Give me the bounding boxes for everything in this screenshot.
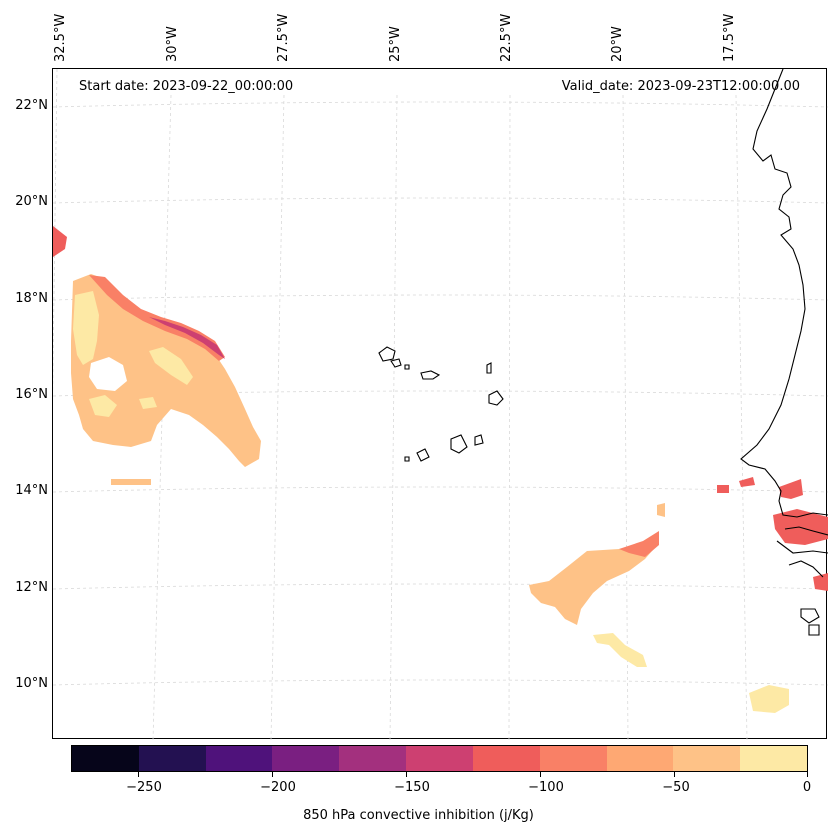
cin-patch-east-3 <box>779 479 803 499</box>
cin-region-west-fringe <box>89 275 225 361</box>
colorbar-segment-2 <box>205 746 273 771</box>
colorbar-label: 850 hPa convective inhibition (j/Kg) <box>303 808 534 823</box>
lon-label-25w: 25°W <box>388 26 403 62</box>
colorbar <box>71 745 808 772</box>
colorbar-segment-0 <box>72 746 139 771</box>
lon-label-20w: 20°W <box>610 26 625 62</box>
parallel-10n <box>52 679 829 686</box>
africa-coastline <box>740 68 829 636</box>
cin-streak-west-south <box>89 395 117 417</box>
island-santa-luzia <box>404 364 410 370</box>
island-maio <box>474 434 484 446</box>
lon-label-30w: 30°W <box>165 26 180 62</box>
cin-streak-west-small <box>139 397 157 409</box>
map-panel: Start date: 2023-09-22_00:00:00 Valid_da… <box>47 68 829 741</box>
meridian-20w <box>622 94 629 741</box>
start-date-label: Start date: 2023-09-22_00:00:00 <box>79 79 294 94</box>
lat-label-12n: 12°N <box>15 580 48 595</box>
colorbar-tick-0: 0 <box>802 780 812 795</box>
meridian-22-5w <box>508 94 511 741</box>
meridian-32-5w <box>47 68 58 741</box>
parallel-12n <box>52 583 829 590</box>
island-sao-vicente <box>390 358 402 368</box>
cin-patch-east-2 <box>739 477 755 487</box>
colorbar-segment-4 <box>339 746 407 771</box>
island-sal <box>486 362 492 374</box>
colorbar-segment-1 <box>138 746 206 771</box>
lat-label-18n: 18°N <box>15 291 48 306</box>
lat-label-20n: 20°N <box>15 194 48 209</box>
parallel-22n <box>52 101 829 108</box>
cin-region-central <box>529 533 659 625</box>
island-sao-nicolau <box>420 370 441 380</box>
cin-patch-east-5 <box>813 573 828 591</box>
island-santiago <box>450 434 468 454</box>
colorbar-segment-7 <box>539 746 607 771</box>
island-santo-antao <box>378 346 396 362</box>
cin-region-west-clear-hole <box>89 357 127 391</box>
coastlines <box>378 68 829 636</box>
island-boa-vista <box>488 390 504 406</box>
lat-label-14n: 14°N <box>15 483 48 498</box>
meridian-25w <box>389 94 398 741</box>
lon-label-22-5w: 22.5°W <box>499 13 514 62</box>
lat-label-10n: 10°N <box>15 676 48 691</box>
colorbar-tick-mark <box>674 772 675 777</box>
parallel-14n <box>52 486 829 493</box>
cin-patch-east-1 <box>717 485 729 493</box>
cin-streak-west-central <box>149 347 193 385</box>
colorbar-segment-3 <box>272 746 340 771</box>
valid-date-label: Valid_date: 2023-09-23T12:00:00.00 <box>561 79 800 94</box>
colorbar-tick-neg50: −50 <box>662 780 690 795</box>
colorbar-tick-mark <box>272 772 273 777</box>
map-canvas <box>47 68 829 741</box>
meridian-27-5w <box>270 94 285 741</box>
colorbar-segment-6 <box>472 746 540 771</box>
colorbar-tick-mark <box>138 772 139 777</box>
colorbar-tick-mark <box>807 772 808 777</box>
colorbar-tick-neg200: −200 <box>260 780 296 795</box>
colorbar-tick-mark <box>406 772 407 777</box>
cin-patch-west-south <box>111 479 151 485</box>
island-brava <box>404 456 410 462</box>
colorbar-segment-8 <box>606 746 674 771</box>
cin-streak-west-north <box>73 291 99 365</box>
cin-field <box>53 226 828 713</box>
parallel-20n <box>52 197 829 204</box>
cin-region-central-tail <box>593 633 647 667</box>
colorbar-tick-neg250: −250 <box>126 780 162 795</box>
lon-label-32-5w: 32.5°W <box>53 13 68 62</box>
lat-label-22n: 22°N <box>15 98 48 113</box>
cin-patch-central-north <box>657 503 665 517</box>
lon-label-27-5w: 27.5°W <box>276 13 291 62</box>
cin-patch-west-edge <box>53 226 67 257</box>
lat-label-16n: 16°N <box>15 387 48 402</box>
cin-patch-east-south <box>749 685 789 713</box>
lon-label-17-5w: 17.5°W <box>722 13 737 62</box>
colorbar-tick-neg150: −150 <box>394 780 430 795</box>
colorbar-segment-10 <box>740 746 807 771</box>
parallel-18n <box>52 294 829 301</box>
island-fogo <box>416 448 430 462</box>
colorbar-segment-5 <box>406 746 473 771</box>
colorbar-tick-mark <box>540 772 541 777</box>
cin-region-central-fringe <box>619 531 659 557</box>
colorbar-tick-neg100: −100 <box>528 780 564 795</box>
colorbar-segment-9 <box>673 746 741 771</box>
meridian-17-5w <box>735 94 748 741</box>
